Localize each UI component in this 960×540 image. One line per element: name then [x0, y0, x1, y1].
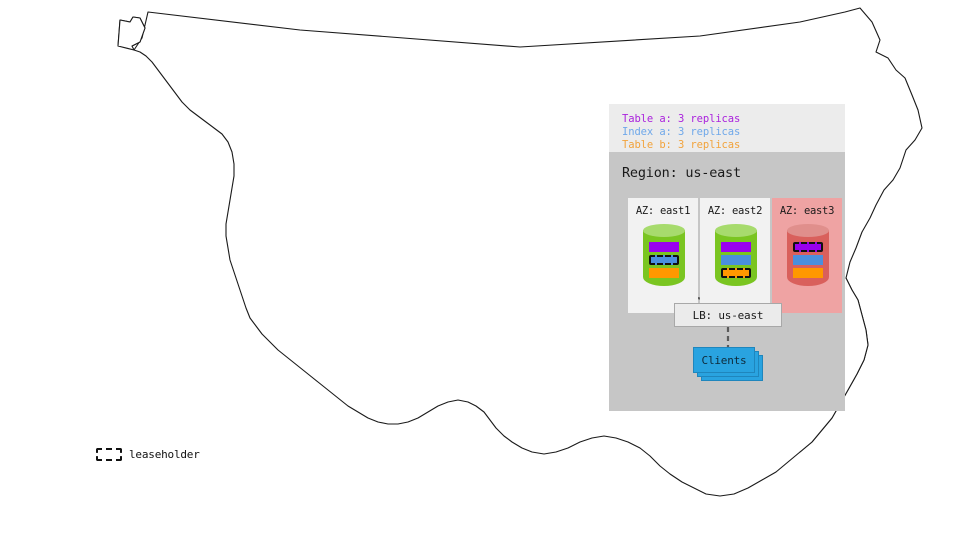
az-label-east1: AZ: east1 — [635, 205, 691, 217]
az-box-east3[interactable]: AZ: east3 — [772, 198, 842, 313]
leaseholder-key: leaseholder — [96, 448, 200, 461]
replica-bar-table-a-leaseholder — [793, 242, 823, 252]
replica-legend: Table a: 3 replicas Index a: 3 replicas … — [609, 104, 845, 152]
cylinder-top — [715, 224, 757, 237]
az-row: AZ: east1 AZ: east2 — [628, 198, 842, 313]
region-diagram-panel: Table a: 3 replicas Index a: 3 replicas … — [609, 104, 845, 411]
replica-bar-table-a — [721, 242, 751, 252]
replica-bar-table-b — [649, 268, 679, 278]
replica-bar-index-a — [721, 255, 751, 265]
us-map-northwest-detail — [117, 16, 146, 47]
replica-bar-table-a — [649, 242, 679, 252]
database-cylinder-east3 — [787, 224, 829, 292]
az-box-east1[interactable]: AZ: east1 — [628, 198, 698, 313]
replica-bar-table-b-leaseholder — [721, 268, 751, 278]
cylinder-top — [787, 224, 829, 237]
replica-bars-east1 — [649, 242, 679, 281]
az-label-east3: AZ: east3 — [779, 205, 835, 217]
database-cylinder-east2 — [715, 224, 757, 292]
clients-card-front[interactable]: Clients — [693, 347, 755, 373]
legend-line-table-a: Table a: 3 replicas — [622, 113, 741, 125]
replica-bar-index-a-leaseholder — [649, 255, 679, 265]
replica-bars-east3 — [793, 242, 823, 281]
replica-bar-table-b — [793, 268, 823, 278]
legend-line-table-b: Table b: 3 replicas — [622, 139, 741, 151]
az-label-east2: AZ: east2 — [707, 205, 763, 217]
legend-line-index-a: Index a: 3 replicas — [622, 126, 741, 138]
az-box-east2[interactable]: AZ: east2 — [700, 198, 770, 313]
load-balancer-label: LB: us-east — [692, 308, 764, 322]
clients-label: Clients — [701, 353, 747, 367]
replica-bar-index-a — [793, 255, 823, 265]
leaseholder-swatch-icon — [96, 448, 122, 461]
region-title: Region: us-east — [622, 165, 741, 181]
leaseholder-key-label: leaseholder — [129, 448, 200, 461]
replica-bars-east2 — [721, 242, 751, 281]
clients-stack[interactable]: Clients — [693, 347, 763, 381]
database-cylinder-east1 — [643, 224, 685, 292]
cylinder-top — [643, 224, 685, 237]
load-balancer-box[interactable]: LB: us-east — [674, 303, 782, 327]
